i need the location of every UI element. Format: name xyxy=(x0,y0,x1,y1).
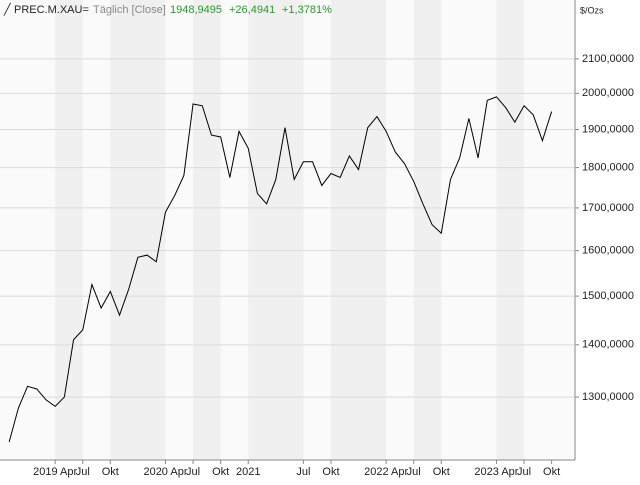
y-tick-label: 1900,0000 xyxy=(582,123,634,135)
y-tick-label: 2000,0000 xyxy=(582,87,634,99)
x-tick-label: Jul xyxy=(296,466,310,478)
y-tick-label: 1800,0000 xyxy=(582,162,634,174)
y-tick-label: 1400,0000 xyxy=(582,339,634,351)
y-tick-label: 1600,0000 xyxy=(582,245,634,257)
x-tick-label: Jul xyxy=(76,466,90,478)
y-tick-label: 1500,0000 xyxy=(582,290,634,302)
change-percent: +1,3781% xyxy=(282,4,332,16)
x-tick-label: 2020 Apr xyxy=(143,466,187,478)
background-band xyxy=(55,0,83,460)
x-tick-label: Okt xyxy=(102,466,119,478)
x-tick-label: Okt xyxy=(212,466,229,478)
x-tick-label: 2021 xyxy=(236,466,260,478)
background-band xyxy=(496,0,525,460)
chart-subtitle: Täglich [Close] xyxy=(93,4,166,16)
background-band xyxy=(248,0,304,460)
x-tick-label: 2022 Apr xyxy=(364,466,408,478)
price-line xyxy=(8,96,553,442)
x-tick-label: Jul xyxy=(407,466,421,478)
x-tick-label: Jul xyxy=(517,466,531,478)
x-tick-label: 2023 Apr xyxy=(474,466,518,478)
y-tick-label: 1300,0000 xyxy=(582,391,634,403)
last-price: 1948,9495 xyxy=(170,4,222,16)
y-axis-unit: $/Ozs xyxy=(580,5,604,15)
y-tick-label: 2100,0000 xyxy=(582,53,634,65)
chart-icon: ╱ xyxy=(3,2,12,16)
background-band xyxy=(193,0,221,460)
x-tick-label: Okt xyxy=(433,466,450,478)
x-tick-label: Okt xyxy=(543,466,560,478)
chart-title: PREC.M.XAU= xyxy=(14,4,89,16)
background-band xyxy=(413,0,442,460)
change: +26,4941 xyxy=(229,4,275,16)
x-tick-label: Okt xyxy=(322,466,339,478)
background-band xyxy=(330,0,387,460)
background-band xyxy=(110,0,166,460)
x-tick-label: 2019 Apr xyxy=(33,466,77,478)
y-tick-label: 1700,0000 xyxy=(582,202,634,214)
x-tick-label: Jul xyxy=(186,466,200,478)
